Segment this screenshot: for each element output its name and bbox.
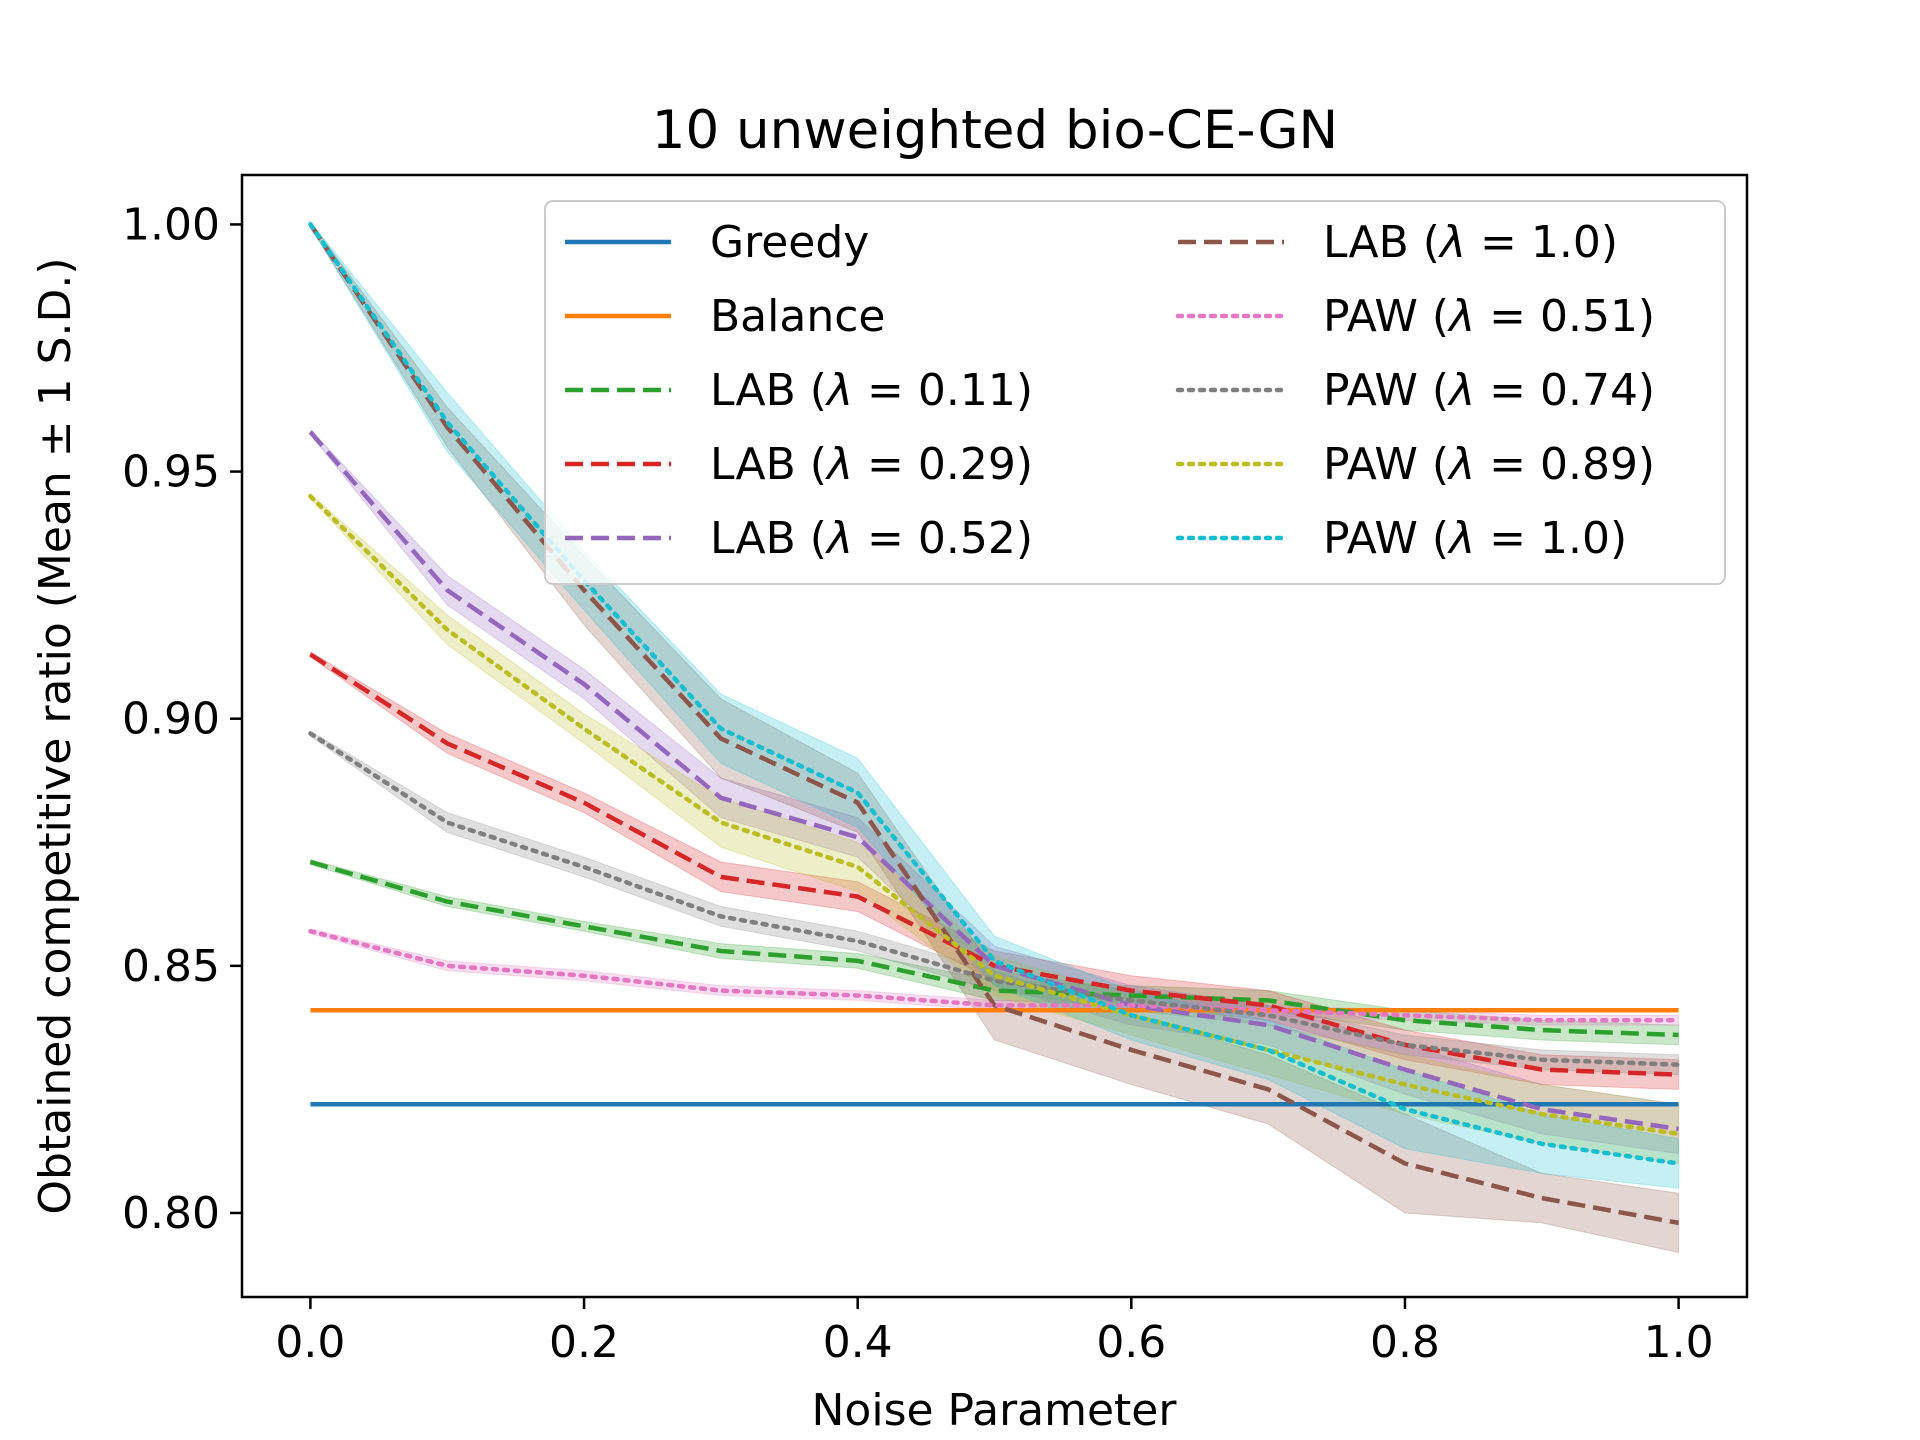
y-tick-label: 0.90 — [122, 694, 220, 745]
legend-label-paw-1-0: PAW (λ = 1.0) — [1323, 513, 1627, 564]
sd-band-lab-0-52 — [309, 428, 1680, 1155]
legend-label-paw-0-51: PAW (λ = 0.51) — [1323, 291, 1655, 342]
sd-band-lab-0-11 — [309, 858, 1680, 1046]
y-tick-label: 0.80 — [122, 1188, 220, 1239]
sd-band-paw-0-89 — [309, 492, 1680, 1165]
legend-label-greedy: Greedy — [710, 217, 869, 268]
x-axis: 0.0 0.2 0.4 0.6 0.8 1.0 — [275, 1297, 1714, 1368]
x-tick-label: 0.6 — [1096, 1317, 1166, 1368]
y-tick-label: 1.00 — [122, 199, 220, 250]
legend-label-paw-0-74: PAW (λ = 0.74) — [1323, 365, 1655, 416]
series-line-lab-0-52 — [308, 430, 1679, 1132]
series-line-paw-0-51 — [308, 928, 1681, 1023]
legend-label-lab-0-52: LAB (λ = 0.52) — [710, 513, 1033, 564]
legend-label-balance: Balance — [710, 291, 885, 342]
x-tick-label: 0.4 — [823, 1317, 893, 1368]
legend: Greedy Balance LAB (λ = 0.11) LAB (λ = 0.29… — [544, 200, 1726, 585]
series-line-lab-0-29 — [309, 652, 1679, 1077]
y-tick-label: 0.95 — [122, 447, 220, 498]
sd-band-lab-0-29 — [309, 651, 1680, 1090]
series-line-lab-1-0 — [308, 223, 1680, 1226]
y-axis-label: Obtained competitive ratio (Mean ± 1 S.D… — [30, 257, 81, 1214]
legend-box — [544, 200, 1726, 585]
legend-label-lab-1-0: LAB (λ = 1.0) — [1323, 217, 1618, 268]
x-tick-label: 0.8 — [1370, 1317, 1440, 1368]
plot-frame — [240, 173, 1749, 1299]
series-line-paw-0-74 — [308, 731, 1681, 1067]
x-tick-label: 1.0 — [1644, 1317, 1714, 1368]
legend-label-lab-0-29: LAB (λ = 0.29) — [710, 439, 1033, 490]
sd-band-lab-1-0 — [309, 220, 1680, 1254]
y-tick-label: 0.85 — [122, 941, 220, 992]
series-lines — [308, 222, 1681, 1226]
sd-band-paw-0-74 — [309, 730, 1680, 1076]
sd-band-paw-1-0 — [309, 220, 1680, 1189]
legend-label-paw-0-89: PAW (λ = 0.89) — [1323, 439, 1655, 490]
x-tick-label: 0.0 — [275, 1317, 345, 1368]
x-tick-label: 0.2 — [549, 1317, 619, 1368]
chart-title: 10 unweighted bio-CE-GN — [652, 100, 1338, 161]
y-axis: 0.80 0.85 0.90 0.95 1.00 — [122, 199, 242, 1239]
series-line-paw-1-0 — [308, 222, 1681, 1166]
legend-label-lab-0-11: LAB (λ = 0.11) — [710, 365, 1033, 416]
series-line-lab-0-11 — [309, 859, 1679, 1038]
x-axis-label: Noise Parameter — [812, 1385, 1178, 1436]
